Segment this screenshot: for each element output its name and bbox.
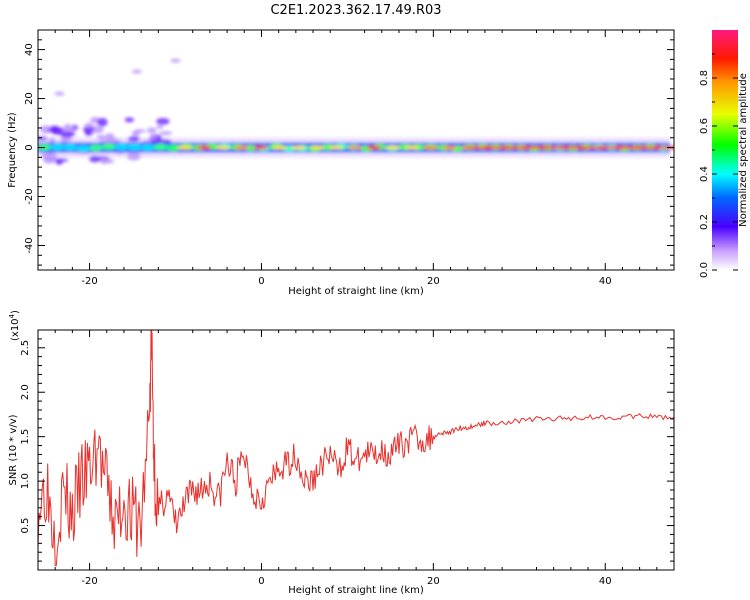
colorbar-tick-label: 0.6 [699,118,710,134]
noise-blob [124,117,135,123]
y-tick-label: -20 [24,188,35,204]
noise-blob [40,125,52,134]
band-segment [101,143,116,150]
noise-blob [100,157,109,165]
band-segment [140,144,155,151]
band-core [347,145,364,150]
band-core [384,145,401,150]
x-tick-label: -20 [81,576,97,587]
noise-blob [88,155,101,163]
y-tick-label: -40 [24,237,35,253]
colorbar-label: Normalized spectral amplitude [738,73,749,227]
band-core [176,145,193,150]
noise-blob [38,136,48,141]
snr-panel: -20 0 20 40 0.5 1.0 1.5 2.0 2.5 Height of straig… [8,310,675,596]
snr-line [38,330,674,567]
band-segment [63,144,78,151]
colorbar-tick-label: 0.4 [699,166,710,182]
y-tick-label: 2.5 [20,340,31,356]
scale-close: ) [10,310,21,314]
y-tick-label: 1.5 [20,429,31,445]
colorbar: 0.0 0.2 0.4 0.6 0.8 Normalized spectral ampl… [699,30,749,278]
spectrogram-ticks: -20 0 20 40 -40 -20 0 20 40 [24,30,675,287]
band-core [252,145,269,150]
colorbar-tick-label: 0.2 [699,214,710,230]
band-core-strong [467,146,670,150]
x-tick-label: 0 [258,576,264,587]
x-tick-label: 40 [599,576,612,587]
spectrogram-xlabel: Height of straight line (km) [288,286,424,297]
svg-text:(x104): (x104) [8,310,21,341]
band-segment [127,143,142,151]
noise-blob [146,127,157,134]
y-tick-label: 20 [24,92,35,105]
spectrogram-frame [37,29,675,271]
band-segment [153,143,168,151]
noise-blob [149,134,158,141]
figure-title: C2E1.2023.362.17.49.R03 [270,3,441,18]
snr-ylabel: SNR (10 * v/v) [8,414,19,485]
noise-blob [84,122,94,129]
noise-blob [126,152,141,161]
band-core [214,145,231,150]
y-tick-label: 40 [24,43,35,56]
noise-blob [170,58,181,63]
noise-blob [131,69,142,74]
scale-exponent: 4 [8,313,16,318]
band-core [233,145,250,150]
noise-blob [60,126,76,133]
snr-plot-area [38,330,674,570]
noise-blob [97,117,108,127]
band-core [195,145,212,150]
noise-blob [54,91,65,96]
noise-blob [47,128,64,133]
x-tick-label: 0 [258,276,264,287]
band-segment [76,145,91,152]
colorbar-gradient [712,30,738,270]
snr-xlabel: Height of straight line (km) [288,585,424,596]
colorbar-ticks: 0.0 0.2 0.4 0.6 0.8 [699,53,738,278]
y-tick-label: 1.0 [20,473,31,489]
noise-blob [127,136,140,142]
x-tick-label: 40 [599,276,612,287]
band-segment [166,144,181,152]
band-segment [50,143,65,151]
x-tick-label: 20 [427,276,440,287]
noise-blob [59,131,76,138]
noise-blob [159,131,173,136]
band-core [290,145,307,150]
snr-series-line [38,330,674,567]
snr-scale-factor: (x104) [8,310,21,341]
y-tick-label: 0 [24,144,35,150]
band-core [403,145,420,150]
noise-blob [55,159,63,165]
band-segment [114,143,129,151]
snr-ticks: -20 0 20 40 0.5 1.0 1.5 2.0 2.5 [20,330,675,587]
colorbar-tick-label: 0.8 [699,70,710,86]
colorbar-tick-label: 0.0 [699,262,710,278]
band-core [328,145,345,150]
band-core [271,145,288,150]
noise-blob [156,124,164,129]
noise-blob [156,117,170,125]
noise-blob [41,152,57,160]
spectrogram-panel: -20 0 20 40 -40 -20 0 20 40 Height of straight l… [7,29,675,297]
band-core [366,145,383,150]
band-core [422,145,439,150]
noise-blob [104,133,115,142]
noise-blob [133,129,146,133]
x-tick-label: -20 [81,276,97,287]
band-core [441,145,458,150]
x-tick-label: 20 [427,576,440,587]
spectrogram-heatmap [38,58,674,165]
scale-open: (x10 [10,318,21,341]
noise-blob [97,134,106,141]
y-tick-label: 0.5 [20,518,31,534]
snr-frame [37,329,675,571]
y-tick-label: 2.0 [20,384,31,400]
spectrogram-ylabel: Frequency (Hz) [7,112,18,188]
band-core [309,145,326,150]
band-segment [89,144,104,151]
